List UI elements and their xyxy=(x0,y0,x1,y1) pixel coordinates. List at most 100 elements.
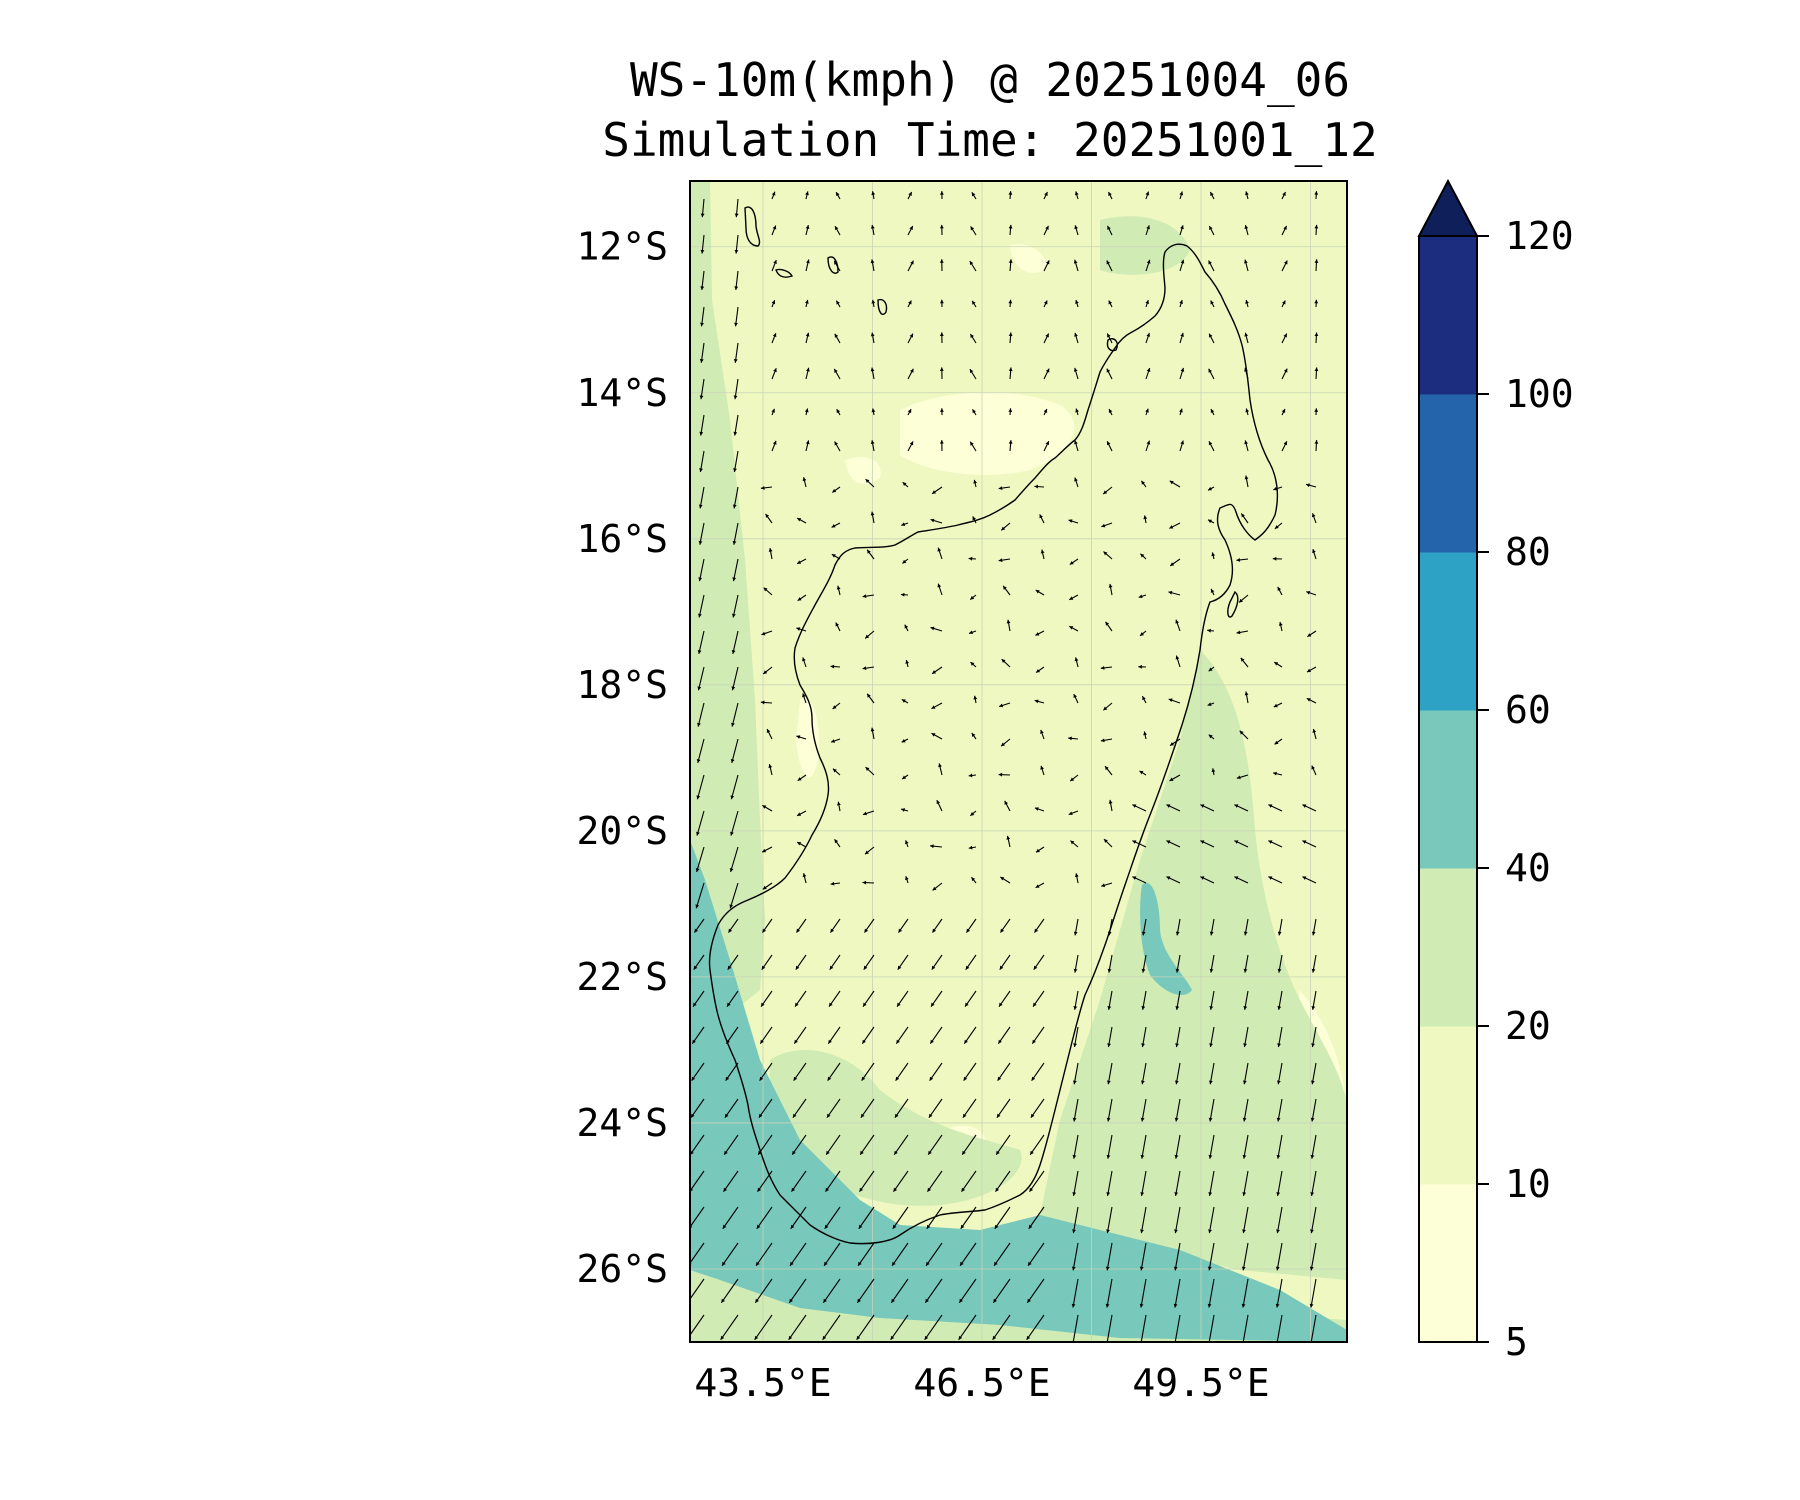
wind-vector xyxy=(931,486,943,495)
wind-vector xyxy=(870,511,875,524)
wind-vector xyxy=(870,367,875,380)
wind-vector xyxy=(970,226,977,236)
wind-vector xyxy=(1141,695,1147,704)
wind-vector xyxy=(1281,191,1287,200)
wind-vector xyxy=(864,630,875,639)
wind-vector xyxy=(1169,774,1181,782)
wind-vector xyxy=(901,698,909,704)
wind-vector xyxy=(904,840,909,848)
wind-vector xyxy=(762,882,773,890)
wind-vector xyxy=(1107,990,1113,1010)
lat-tick-label: 14°S xyxy=(576,371,668,415)
wind-vector xyxy=(1168,698,1181,704)
wind-vector xyxy=(730,774,739,800)
wind-vector xyxy=(727,954,739,970)
wind-vector xyxy=(1102,486,1113,495)
wind-vector xyxy=(1140,1170,1147,1197)
wind-vector xyxy=(766,728,773,740)
wind-vector xyxy=(930,518,943,524)
wind-vector xyxy=(1208,1170,1215,1197)
wind-vector xyxy=(1311,1026,1317,1048)
wind-vector xyxy=(791,1134,807,1156)
wind-vector xyxy=(962,1098,977,1119)
wind-vector xyxy=(992,1314,1011,1341)
wind-vector xyxy=(1207,628,1215,633)
wind-vector xyxy=(1034,807,1045,812)
lon-tick-label: 49.5°E xyxy=(1132,1361,1269,1405)
wind-vector xyxy=(724,1098,739,1119)
wind-vector xyxy=(760,990,773,1007)
wind-vector xyxy=(1073,954,1079,973)
wind-vector xyxy=(971,732,977,740)
wind-vector xyxy=(830,918,841,933)
wind-vector xyxy=(995,1170,1011,1193)
wind-vector xyxy=(1008,259,1013,272)
wind-vector xyxy=(1200,840,1215,848)
wind-vector xyxy=(729,882,739,909)
wind-vector xyxy=(1200,876,1215,884)
calm-region xyxy=(845,456,881,484)
wind-vector xyxy=(1244,691,1249,704)
wind-vector xyxy=(1139,1242,1147,1271)
wind-vector xyxy=(1073,259,1079,272)
wind-vector xyxy=(1140,1206,1147,1234)
wind-vector xyxy=(866,693,875,704)
wind-vector xyxy=(890,1314,909,1341)
calm-region xyxy=(1010,244,1046,273)
wind-vector xyxy=(696,738,705,764)
wind-vector xyxy=(791,1170,807,1193)
wind-vector xyxy=(995,1134,1011,1156)
wind-vector xyxy=(858,1206,875,1230)
wind-vector xyxy=(1236,558,1249,562)
wind-vector xyxy=(1035,630,1045,636)
wind-vector xyxy=(734,270,739,291)
colorbar-segment xyxy=(1419,236,1477,395)
wind-vector xyxy=(1006,835,1011,848)
wind-vector xyxy=(1314,224,1319,236)
wind-vector xyxy=(961,1170,977,1193)
wind-vector xyxy=(695,846,705,873)
wind-vector xyxy=(964,990,977,1007)
wind-vector xyxy=(1000,738,1011,747)
wind-vector xyxy=(1307,630,1317,638)
wind-vector xyxy=(1281,368,1288,380)
wind-vector xyxy=(1244,225,1249,236)
wind-vector xyxy=(1031,1026,1045,1044)
wind-vector xyxy=(765,513,773,524)
map-title: WS-10m(kmph) @ 20251004_06 xyxy=(630,53,1350,107)
wind-vector xyxy=(892,1206,909,1230)
wind-vector xyxy=(732,486,739,509)
wind-vector xyxy=(1143,731,1147,740)
wind-vector xyxy=(1179,367,1185,380)
wind-vector xyxy=(861,1026,875,1044)
wind-vector xyxy=(694,918,705,933)
wind-vector xyxy=(898,918,909,933)
wind-vector xyxy=(907,300,912,308)
wind-vector xyxy=(1100,738,1113,743)
colorbar-segment xyxy=(1419,552,1477,711)
wind-vector xyxy=(805,299,809,308)
wind-vector xyxy=(929,1062,943,1081)
wind-vector xyxy=(1004,800,1011,812)
wind-vector xyxy=(965,954,977,970)
wind-vector xyxy=(1210,408,1215,416)
wind-vector xyxy=(1173,1278,1181,1308)
wind-vector xyxy=(1305,483,1317,488)
wind-vector xyxy=(994,1206,1011,1230)
wind-vector xyxy=(1073,918,1079,936)
wind-vector xyxy=(699,414,705,436)
wind-vector xyxy=(755,1242,773,1267)
wind-vector xyxy=(832,768,841,776)
wind-vector xyxy=(759,1026,773,1044)
wind-vector xyxy=(1311,513,1317,524)
wind-vector xyxy=(1244,475,1249,488)
wind-vector xyxy=(971,300,977,308)
wind-vector xyxy=(1031,1062,1045,1081)
wind-vector xyxy=(835,300,841,308)
wind-vector xyxy=(907,225,914,236)
wind-vector xyxy=(1208,333,1215,344)
wind-vector xyxy=(822,1314,841,1341)
wind-vector xyxy=(1278,621,1283,632)
wind-vector xyxy=(1311,990,1317,1010)
wind-vector xyxy=(1306,666,1317,673)
